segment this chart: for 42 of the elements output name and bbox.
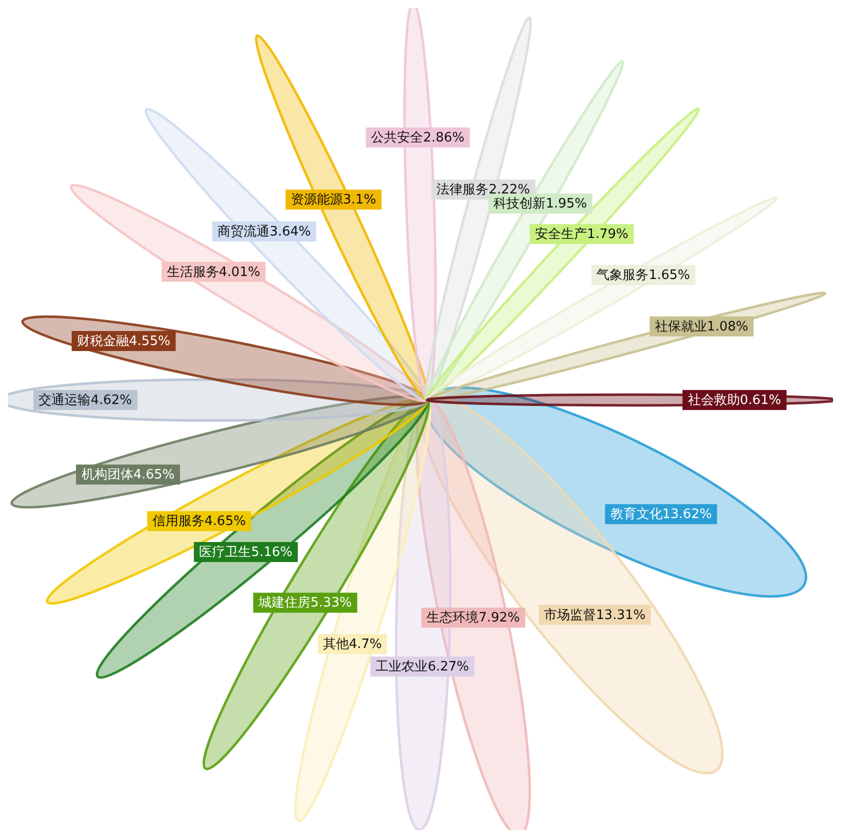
category-label: 安全生产 — [535, 226, 588, 242]
category-label: 社保就业 — [654, 318, 707, 334]
category-label: 医疗卫生 — [199, 544, 252, 560]
category-label: 教育文化 — [610, 506, 662, 522]
data-label: 13.31% — [596, 607, 646, 622]
category-label: 城建住房 — [258, 594, 311, 610]
category-label: 生活服务 — [166, 264, 219, 280]
category-label: 市场监督 — [544, 607, 596, 622]
category-label: 科技创新 — [494, 196, 546, 212]
category-label: 法律服务 — [436, 182, 489, 198]
data-label: 3.1% — [343, 192, 376, 208]
data-label: 5.16% — [251, 544, 292, 560]
category-label: 工业农业 — [376, 659, 428, 674]
data-label: 1.08% — [706, 318, 748, 334]
data-label: 7.92% — [478, 610, 520, 626]
data-label: 4.65% — [133, 467, 175, 482]
data-label: 6.27% — [428, 659, 470, 674]
data-label: 13.62% — [662, 506, 712, 522]
category-label: 财税金融 — [77, 334, 130, 349]
data-label: 1.95% — [546, 196, 588, 212]
data-label: 4.7% — [348, 636, 382, 652]
data-label: 1.79% — [587, 226, 628, 242]
data-label: 3.64% — [270, 224, 311, 239]
category-label: 资源能源 — [291, 192, 344, 208]
data-label: 2.22% — [488, 182, 530, 198]
category-label: 生态环境 — [426, 609, 479, 626]
category-label: 商贸流通 — [218, 222, 270, 239]
data-label: 0.61% — [740, 392, 782, 408]
data-label: 4.65% — [204, 514, 246, 529]
category-label: 机构团体 — [81, 467, 134, 482]
category-label: 其他 — [322, 636, 349, 652]
category-label: 社会救助 — [688, 392, 740, 408]
data-label: 4.55% — [129, 334, 170, 349]
category-label: 交通运输 — [38, 392, 91, 408]
data-label: 4.62% — [90, 392, 132, 408]
data-label: 2.86% — [423, 130, 464, 145]
data-label: 4.01% — [218, 264, 260, 280]
category-label: 气象服务 — [596, 268, 649, 283]
data-label: 5.33% — [310, 595, 352, 610]
category-label: 公共安全 — [371, 128, 424, 145]
category-label: 信用服务 — [152, 514, 205, 529]
data-label: 1.65% — [648, 268, 690, 283]
